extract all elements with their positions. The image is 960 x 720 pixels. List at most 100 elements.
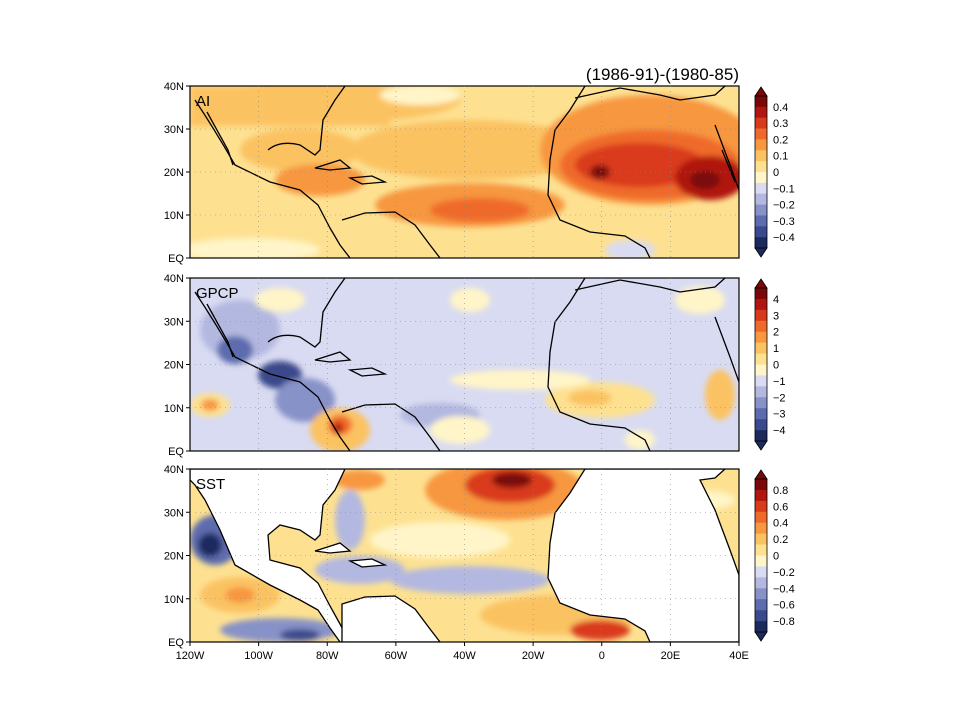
colorbar-tick-label: −0.4	[773, 583, 795, 595]
panel-ai: EQ 10N 20N 30N 40N AI 0.4 0.3 0.2 0.1 0 −0.1 −0.2 −…	[164, 81, 795, 265]
figure-title: (1986-91)-(1980-85)	[586, 65, 739, 84]
colorbar-tick-label: 0.8	[773, 485, 788, 497]
lon-tick-label: 100W	[244, 650, 273, 662]
colorbar-swatch	[755, 139, 767, 151]
colorbar-swatch	[755, 172, 767, 184]
gpcp-field	[190, 278, 739, 451]
colorbar-swatch	[755, 193, 767, 205]
ai-lat-ticks: EQ 10N 20N 30N 40N	[164, 81, 739, 265]
colorbar-frame	[754, 478, 768, 633]
colorbar-swatch	[755, 375, 767, 387]
colorbar-tick-label: 0.6	[773, 501, 788, 513]
colorbar-tick-label: −1	[773, 376, 786, 388]
colorbar-swatch	[755, 204, 767, 216]
colorbar-swatch	[755, 511, 767, 524]
colorbar-swatch	[755, 331, 767, 343]
colorbar-tick-label: 0.3	[773, 118, 788, 130]
colorbar-swatch	[755, 566, 767, 578]
colorbar-tick-label: 0	[773, 551, 779, 563]
lat-tick-label: 40N	[164, 81, 184, 93]
lat-tick-label: 40N	[164, 464, 184, 476]
gpcp-lat-ticks: EQ 10N 20N 30N 40N	[164, 273, 739, 458]
lon-tick-label: 120W	[176, 650, 205, 662]
colorbar-arrow-bottom	[754, 631, 768, 642]
colorbar-swatch	[755, 353, 767, 365]
lon-tick-label: 40W	[453, 650, 476, 662]
lat-tick-label: 30N	[164, 124, 184, 136]
colorbar-tick-label: 0	[773, 167, 779, 179]
colorbar-swatch	[755, 533, 767, 545]
colorbar-tick-label: −0.1	[773, 183, 795, 195]
colorbar-arrow-top	[754, 469, 768, 480]
colorbar-tick-label: 4	[773, 294, 779, 306]
colorbar-frame	[754, 287, 768, 442]
lat-tick-label: 10N	[164, 210, 184, 222]
colorbar-swatch	[755, 161, 767, 173]
colorbar-swatch	[755, 128, 767, 140]
panel-gpcp: EQ 10N 20N 30N 40N GPCP 4 3 2 1 0 −1 −2 −3 −4	[164, 273, 786, 458]
colorbar-swatch	[755, 288, 767, 300]
colorbar-tick-label: 0.4	[773, 518, 788, 530]
colorbar-swatch	[755, 489, 767, 502]
ai-colorbar: 0.4 0.3 0.2 0.1 0 −0.1 −0.2 −0.3 −0.4	[754, 86, 795, 258]
lon-tick-label: 40E	[729, 650, 749, 662]
colorbar-swatch	[755, 215, 767, 227]
colorbar-tick-label: −0.2	[773, 567, 795, 579]
colorbar-swatch	[755, 237, 767, 249]
colorbar-swatch	[755, 408, 767, 420]
sst-colorbar: 0.8 0.6 0.4 0.2 0 −0.2 −0.4 −0.6 −0.8	[754, 469, 795, 642]
colorbar-tick-label: 2	[773, 327, 779, 339]
lat-tick-label: 30N	[164, 507, 184, 519]
colorbar-tick-label: 0.1	[773, 151, 788, 163]
gpcp-label: GPCP	[196, 285, 239, 302]
ai-field	[190, 86, 739, 258]
colorbar-swatch	[755, 610, 767, 622]
colorbar-swatch	[755, 96, 767, 108]
colorbar-swatch	[755, 364, 767, 376]
colorbar-swatch	[755, 555, 767, 567]
lat-tick-label: EQ	[168, 446, 184, 458]
panel-sst: EQ 10N 20N 30N 40N SST 0.8 0.6 0.4 0.2 0 −0.2 −0.4…	[164, 464, 795, 649]
gpcp-coastlines	[194, 278, 739, 451]
colorbar-arrow-bottom	[754, 440, 768, 451]
colorbar-tick-label: 0	[773, 360, 779, 372]
ai-label: AI	[196, 93, 210, 110]
colorbar-swatch	[755, 500, 767, 513]
colorbar-tick-label: −3	[773, 409, 786, 421]
colorbar-swatch	[755, 522, 767, 534]
colorbar-swatch	[755, 117, 767, 129]
colorbar-swatch	[755, 479, 767, 491]
colorbar-swatch	[755, 182, 767, 195]
colorbar-arrow-bottom	[754, 247, 768, 258]
colorbar-tick-label: 3	[773, 310, 779, 322]
colorbar-swatch	[755, 150, 767, 162]
colorbar-tick-label: −2	[773, 392, 786, 404]
gpcp-colorbar: 4 3 2 1 0 −1 −2 −3 −4	[754, 278, 786, 451]
lat-tick-label: 20N	[164, 551, 184, 563]
colorbar-arrow-top	[754, 278, 768, 289]
colorbar-swatch	[755, 544, 767, 556]
colorbar-tick-label: 0.2	[773, 534, 788, 546]
colorbar-swatch	[755, 309, 767, 322]
lon-tick-label: 60W	[385, 650, 408, 662]
lat-tick-label: 10N	[164, 594, 184, 606]
lon-tick-label: 0	[599, 650, 605, 662]
colorbar-swatch	[755, 577, 767, 589]
longitude-axis: 120W 100W 80W 60W 40W 20W 0 20E 40E	[176, 642, 749, 662]
colorbar-swatch	[755, 226, 767, 238]
lat-tick-label: EQ	[168, 253, 184, 265]
lat-tick-label: 20N	[164, 360, 184, 372]
colorbar-swatch	[755, 588, 767, 600]
colorbar-swatch	[755, 621, 767, 633]
colorbar-frame	[754, 95, 768, 249]
lat-tick-label: 40N	[164, 273, 184, 285]
colorbar-swatch	[755, 298, 767, 311]
colorbar-tick-label: −4	[773, 425, 786, 437]
colorbar-tick-label: −0.4	[773, 232, 795, 244]
lat-tick-label: EQ	[168, 637, 184, 649]
lat-tick-label: 30N	[164, 316, 184, 328]
colorbar-swatch	[755, 430, 767, 442]
sst-label: SST	[196, 476, 225, 493]
colorbar-tick-label: −0.6	[773, 600, 795, 612]
lon-tick-label: 20W	[522, 650, 545, 662]
